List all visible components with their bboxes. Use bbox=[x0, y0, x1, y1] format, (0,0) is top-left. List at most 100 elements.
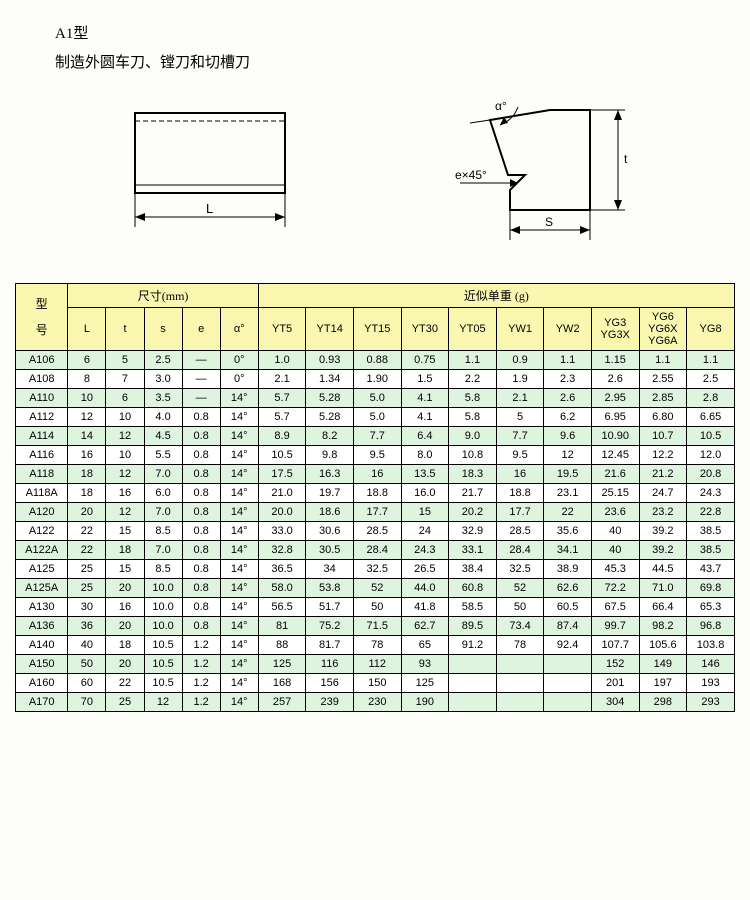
table-cell: 1.1 bbox=[639, 351, 687, 370]
table-cell: 7.0 bbox=[144, 503, 182, 522]
table-cell: 14° bbox=[220, 541, 258, 560]
table-cell: 8.0 bbox=[401, 446, 449, 465]
table-cell: 0.8 bbox=[182, 560, 220, 579]
table-cell: 72.2 bbox=[591, 579, 639, 598]
table-cell: 12.2 bbox=[639, 446, 687, 465]
table-cell bbox=[496, 693, 544, 712]
table-cell: 4.1 bbox=[401, 389, 449, 408]
table-cell: 0° bbox=[220, 351, 258, 370]
table-cell: 18 bbox=[68, 465, 106, 484]
table-cell: 30.5 bbox=[306, 541, 354, 560]
table-cell: 52 bbox=[353, 579, 401, 598]
table-cell: A118 bbox=[16, 465, 68, 484]
table-cell: 5.5 bbox=[144, 446, 182, 465]
table-cell: 0.8 bbox=[182, 484, 220, 503]
table-cell: 107.7 bbox=[591, 636, 639, 655]
table-cell: 14° bbox=[220, 503, 258, 522]
table-cell: 50 bbox=[353, 598, 401, 617]
table-cell: 24.3 bbox=[401, 541, 449, 560]
title-block: A1型 制造外圆车刀、镗刀和切槽刀 bbox=[55, 20, 735, 77]
table-cell: 1.5 bbox=[401, 370, 449, 389]
table-cell: 2.1 bbox=[258, 370, 306, 389]
table-cell bbox=[449, 674, 497, 693]
table-cell: 14 bbox=[68, 427, 106, 446]
header-col: YW2 bbox=[544, 308, 592, 351]
table-cell: 6.95 bbox=[591, 408, 639, 427]
table-cell: 2.2 bbox=[449, 370, 497, 389]
table-cell: 14° bbox=[220, 408, 258, 427]
table-cell: 168 bbox=[258, 674, 306, 693]
dim-label-e45: e×45° bbox=[455, 168, 487, 182]
table-cell: 81 bbox=[258, 617, 306, 636]
table-body: A106652.5—0°1.00.930.880.751.10.91.11.15… bbox=[16, 351, 735, 712]
table-cell: 10.8 bbox=[449, 446, 497, 465]
table-cell: 193 bbox=[687, 674, 735, 693]
table-cell: 9.6 bbox=[544, 427, 592, 446]
table-cell: 25 bbox=[68, 579, 106, 598]
table-cell: 116 bbox=[306, 655, 354, 674]
table-cell: 20.0 bbox=[258, 503, 306, 522]
table-cell: 14° bbox=[220, 484, 258, 503]
table-cell: 304 bbox=[591, 693, 639, 712]
table-row: A12525158.50.814°36.53432.526.538.432.53… bbox=[16, 560, 735, 579]
table-cell: 12 bbox=[106, 465, 144, 484]
table-cell: 62.7 bbox=[401, 617, 449, 636]
table-cell: 99.7 bbox=[591, 617, 639, 636]
table-cell: 65.3 bbox=[687, 598, 735, 617]
table-cell: 5.28 bbox=[306, 408, 354, 427]
table-cell: 28.4 bbox=[496, 541, 544, 560]
table-row: A125A252010.00.814°58.053.85244.060.8526… bbox=[16, 579, 735, 598]
table-cell: 24.3 bbox=[687, 484, 735, 503]
table-cell: 10 bbox=[68, 389, 106, 408]
table-cell: 21.7 bbox=[449, 484, 497, 503]
table-cell: — bbox=[182, 389, 220, 408]
table-cell: 10.7 bbox=[639, 427, 687, 446]
table-cell: 26.5 bbox=[401, 560, 449, 579]
table-cell: 10.0 bbox=[144, 579, 182, 598]
table-cell: 18 bbox=[68, 484, 106, 503]
table-cell: 2.6 bbox=[544, 389, 592, 408]
table-cell: 58.0 bbox=[258, 579, 306, 598]
table-cell: 30.6 bbox=[306, 522, 354, 541]
table-cell: 1.1 bbox=[449, 351, 497, 370]
table-cell: 0.8 bbox=[182, 541, 220, 560]
table-cell: 9.8 bbox=[306, 446, 354, 465]
table-cell: 81.7 bbox=[306, 636, 354, 655]
table-cell: 75.2 bbox=[306, 617, 354, 636]
table-cell: 22 bbox=[68, 541, 106, 560]
table-cell: A125A bbox=[16, 579, 68, 598]
table-cell bbox=[449, 693, 497, 712]
table-cell: 9.5 bbox=[496, 446, 544, 465]
diagrams-row: L α° e×45° t bbox=[15, 95, 735, 255]
table-cell: 16 bbox=[106, 598, 144, 617]
table-cell: 5.0 bbox=[353, 408, 401, 427]
table-cell: 14° bbox=[220, 636, 258, 655]
table-cell: 8.9 bbox=[258, 427, 306, 446]
table-cell: 58.5 bbox=[449, 598, 497, 617]
table-cell: 18 bbox=[106, 636, 144, 655]
table-cell: 32.8 bbox=[258, 541, 306, 560]
table-cell: 65 bbox=[401, 636, 449, 655]
table-cell bbox=[544, 655, 592, 674]
table-cell: A160 bbox=[16, 674, 68, 693]
table-cell: 21.6 bbox=[591, 465, 639, 484]
table-cell: 10.5 bbox=[258, 446, 306, 465]
table-cell: 36 bbox=[68, 617, 106, 636]
table-cell bbox=[544, 693, 592, 712]
header-weights-group: 近似单重 (g) bbox=[258, 284, 734, 308]
table-cell: 14° bbox=[220, 560, 258, 579]
table-cell: A118A bbox=[16, 484, 68, 503]
table-cell: 16 bbox=[353, 465, 401, 484]
table-cell: 5.7 bbox=[258, 389, 306, 408]
table-cell: 41.8 bbox=[401, 598, 449, 617]
table-cell: 12 bbox=[144, 693, 182, 712]
table-cell: 5.7 bbox=[258, 408, 306, 427]
table-cell: 51.7 bbox=[306, 598, 354, 617]
table-cell: 8.5 bbox=[144, 560, 182, 579]
table-cell: 0.8 bbox=[182, 408, 220, 427]
table-cell: 7 bbox=[106, 370, 144, 389]
table-cell: 10 bbox=[106, 408, 144, 427]
table-cell: 2.3 bbox=[544, 370, 592, 389]
table-cell: 125 bbox=[401, 674, 449, 693]
table-cell: 0.8 bbox=[182, 617, 220, 636]
